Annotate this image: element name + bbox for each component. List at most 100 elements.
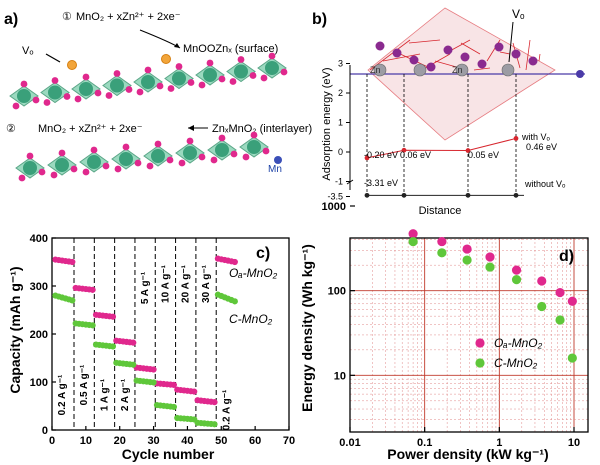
panel-d-grid bbox=[349, 238, 588, 432]
panel-b-axis-break bbox=[346, 179, 354, 185]
vo-label-b: Vₒ bbox=[512, 7, 525, 21]
interlayer-o-atom bbox=[50, 171, 58, 179]
panel-d-point-od bbox=[537, 276, 547, 286]
panel-c-ticks: 0 10 20 30 40 50 60 70 0 100 200 300 400 bbox=[30, 233, 295, 447]
panel-c-point-od bbox=[130, 339, 137, 346]
zn-site bbox=[413, 63, 427, 77]
panel-c-xlabel: Cycle number bbox=[122, 446, 215, 462]
panel-b-point bbox=[364, 192, 370, 198]
interlayer-mn-atom bbox=[119, 152, 133, 166]
panel-b-ylabel: Adsorption energy (eV) bbox=[321, 67, 333, 180]
vo-arrow-a bbox=[45, 53, 61, 63]
vacancy-marker-2 bbox=[161, 54, 171, 64]
lattice-bond bbox=[460, 42, 481, 55]
panel-b-label-2: 0.05 eV bbox=[468, 150, 499, 160]
mn-label: Mn bbox=[268, 164, 282, 175]
panel-b-point bbox=[401, 147, 407, 153]
panel-c-rate-label: 1 A g⁻¹ bbox=[99, 378, 110, 411]
interlayer-mn-atom bbox=[151, 149, 165, 163]
panel-c-point-c bbox=[69, 297, 76, 304]
panel-c-xtick-label: 70 bbox=[283, 435, 295, 447]
lattice-bond bbox=[499, 51, 511, 55]
surface-o-atom bbox=[32, 96, 40, 104]
panel-c-rate-dividers bbox=[73, 238, 217, 430]
reaction1-arrowhead bbox=[174, 43, 180, 48]
surface-o-atom bbox=[43, 99, 51, 106]
panel-c-ytick-label: 300 bbox=[30, 281, 48, 293]
surface-o-atom bbox=[105, 92, 113, 99]
mn-atom-b bbox=[494, 42, 504, 52]
panel-b-yticks: 3 2 1 0 -1 -3.5 bbox=[327, 59, 354, 202]
reaction1-arrow bbox=[139, 29, 181, 49]
panel-b-point bbox=[401, 192, 407, 198]
plane-end-atom bbox=[576, 70, 584, 78]
zn-site bbox=[455, 63, 469, 77]
lattice-bond bbox=[538, 53, 541, 62]
reaction2-num: ② bbox=[6, 123, 16, 135]
panel-b-label-0: -0.20 eV bbox=[364, 150, 398, 160]
panel-b-label-without: -3.31 eV bbox=[364, 178, 398, 188]
panel-d-label: d) bbox=[559, 248, 574, 265]
panel-b-point bbox=[364, 155, 370, 161]
panel-b-label-1: 0.06 eV bbox=[400, 150, 431, 160]
lattice-bond bbox=[525, 39, 531, 71]
interlayer-o-atom bbox=[154, 140, 162, 148]
surface-o-atom bbox=[113, 70, 121, 77]
panel-d-ticks: 0.01 0.1 1 10 1000 100 10 bbox=[322, 201, 581, 449]
surface-mn-atom bbox=[234, 64, 248, 79]
zn-atom-label-2: Zn bbox=[452, 65, 463, 75]
panel-b-xlabel: Distance bbox=[419, 205, 462, 217]
interlayer-mn-atom bbox=[183, 146, 197, 160]
panel-c-xtick-label: 30 bbox=[147, 435, 159, 447]
surface-mn-atom bbox=[172, 71, 186, 86]
interlayer-mn-atom bbox=[55, 158, 69, 172]
surface-o-atom bbox=[136, 88, 144, 96]
interlayer-o-atom bbox=[166, 156, 174, 164]
interlayer-o-atom bbox=[122, 143, 130, 151]
interlayer-o-atom bbox=[38, 168, 46, 176]
vo-label-a: Vₒ bbox=[22, 45, 34, 57]
reaction1-num: ① bbox=[62, 11, 72, 23]
lattice-bond bbox=[408, 39, 441, 44]
panel-d-point-c bbox=[511, 275, 522, 285]
panel-b-ytick-label: 0 bbox=[338, 147, 343, 157]
interlayer-o-atom bbox=[186, 137, 194, 145]
interlayer-o-atom bbox=[114, 165, 122, 173]
surface-mn-atom bbox=[17, 89, 31, 103]
surface-o-atom bbox=[144, 66, 152, 74]
reaction1-product: MnOOZnₓ (surface) bbox=[183, 43, 278, 55]
panel-d-xtick-label: 0.1 bbox=[417, 437, 432, 449]
panel-b-legend-without: without Vₒ bbox=[524, 179, 566, 189]
panel-c-rate-label: 0.2 A g⁻¹ bbox=[57, 374, 68, 415]
interlayer-o-atom bbox=[178, 159, 186, 167]
mn-atom-b bbox=[528, 56, 538, 66]
surface-o-atom bbox=[175, 63, 183, 70]
lattice-bond bbox=[473, 67, 491, 71]
panel-c-xtick-label: 20 bbox=[114, 435, 126, 447]
panel-b-point bbox=[465, 148, 471, 153]
surface-o-atom bbox=[94, 89, 102, 97]
vacancy-marker-1 bbox=[67, 60, 77, 70]
interlayer-o-atom bbox=[70, 165, 78, 173]
surface-o-atom bbox=[198, 81, 206, 89]
mn-atom-b bbox=[409, 55, 419, 65]
surface-mn-atom bbox=[141, 75, 155, 89]
panel-d-point-od bbox=[567, 296, 577, 306]
panel-d-point-c bbox=[567, 353, 577, 363]
panel-c-xtick-label: 40 bbox=[181, 435, 193, 447]
mn-atom-b bbox=[477, 59, 487, 69]
interlayer-o-atom bbox=[230, 150, 238, 158]
crystal-interlayer bbox=[15, 131, 282, 182]
reaction1-eq: MnO₂ + xZn²⁺ + 2xe⁻ bbox=[76, 11, 181, 23]
interlayer-o-atom bbox=[82, 168, 90, 176]
surface-o-atom bbox=[237, 56, 245, 63]
lattice-bond bbox=[382, 53, 421, 62]
panel-d-point-od bbox=[511, 265, 522, 275]
interlayer-o-atom bbox=[58, 149, 66, 157]
surface-o-atom bbox=[249, 72, 257, 79]
interlayer-mn-atom bbox=[23, 161, 37, 175]
panel-d-ylabel: Energy density (Wh kg⁻¹) bbox=[299, 244, 315, 412]
surface-o-atom bbox=[51, 77, 59, 84]
panel-c-legend-od: Oₐ-MnO₂ bbox=[229, 266, 278, 280]
